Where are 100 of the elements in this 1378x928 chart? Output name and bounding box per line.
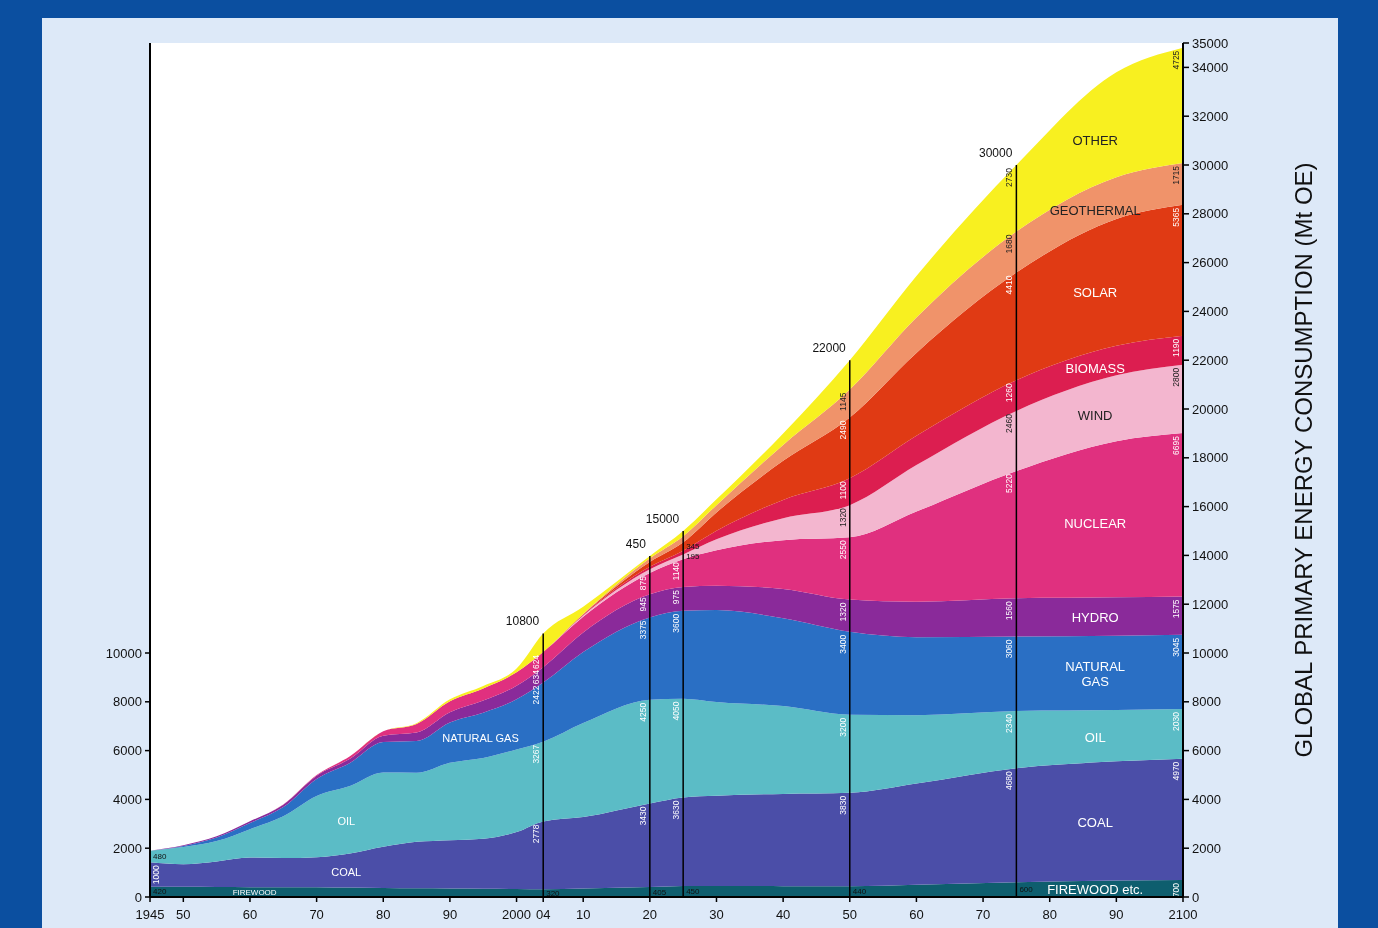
series-label: NUCLEAR [1064, 515, 1127, 531]
data-label: 3267 [531, 744, 542, 764]
y2-tick-label: 4000 [1192, 791, 1221, 807]
data-label: 405 [652, 887, 667, 897]
x-tick-label: 30 [709, 907, 724, 922]
data-label: 440 [852, 887, 867, 897]
data-label: 1140 [671, 561, 682, 581]
y-tick-label: 6000 [113, 743, 142, 759]
data-label: 700 [1171, 882, 1181, 898]
data-label: 875 [637, 575, 648, 591]
y-tick-label: 8000 [113, 694, 142, 710]
y2-tick-label: 34000 [1192, 59, 1229, 75]
data-label: 2030 [1171, 711, 1181, 732]
data-label: 1320 [837, 507, 848, 528]
data-label: 320 [546, 888, 561, 898]
y2-tick-label: 6000 [1192, 743, 1221, 759]
y2-tick-label: 32000 [1192, 108, 1229, 124]
series-label: FIREWOOD etc. [1047, 881, 1144, 897]
series-label: SOLAR [1073, 284, 1118, 300]
x-tick-label: 70 [309, 907, 324, 922]
y-tick-label: 4000 [113, 791, 142, 807]
annotation: 450 [625, 536, 647, 551]
data-label: 4410 [1004, 275, 1015, 295]
data-label: 2422 [531, 685, 542, 705]
data-label: 480 [153, 852, 167, 861]
series-label: OTHER [1072, 132, 1118, 148]
data-label: 5220 [1004, 473, 1015, 493]
x-tick-label: 40 [775, 907, 791, 922]
data-label: 1100 [837, 481, 848, 500]
data-label: 975 [671, 589, 682, 605]
data-label: 2340 [1004, 713, 1015, 733]
text: OIL [337, 815, 356, 828]
data-label: 2800 [1171, 367, 1181, 387]
series-label: WIND [1077, 407, 1113, 423]
data-label: 1320 [837, 602, 848, 622]
x-tick-label: 80 [1042, 907, 1057, 922]
data-label: 3200 [837, 717, 848, 737]
data-label: 420 [153, 887, 167, 897]
x-tick-label: 2000 [502, 907, 532, 922]
data-label: 4970 [1171, 761, 1181, 781]
data-label: 3830 [837, 795, 848, 815]
data-label: 3060 [1004, 639, 1015, 659]
annotation: 22000 [812, 341, 847, 356]
series-label: COAL [331, 865, 362, 878]
x-tick-label: 90 [442, 907, 458, 922]
data-label: 3630 [671, 800, 682, 820]
y-tick-label: 0 [134, 889, 142, 905]
y2-tick-label: 2000 [1192, 840, 1221, 856]
data-label: 1715 [1171, 165, 1181, 185]
data-label: 3400 [837, 634, 848, 654]
data-label: 1560 [1004, 601, 1015, 621]
x-tick-label: 60 [242, 907, 258, 922]
series-label: GEOTHERMAL [1049, 202, 1141, 217]
data-label: 6695 [1171, 435, 1181, 455]
data-label: 2550 [837, 540, 848, 560]
data-label: 5365 [1171, 207, 1181, 227]
data-label: 1575 [1171, 599, 1181, 619]
y2-tick-label: 16000 [1192, 499, 1229, 515]
y2-tick-label: 28000 [1192, 206, 1229, 222]
data-label: 624 [531, 654, 542, 670]
x-tick-label: 70 [975, 907, 991, 922]
data-label: 4050 [671, 701, 682, 721]
x-tick-label: 80 [376, 907, 391, 922]
text: NATURAL GAS [1065, 658, 1126, 689]
data-label: 1680 [1004, 234, 1015, 254]
y2-tick-label: 20000 [1192, 401, 1229, 417]
y2-tick-label: 30000 [1192, 157, 1229, 173]
y2-tick-label: 35000 [1192, 35, 1229, 51]
data-label: 1260 [1004, 382, 1015, 403]
y2-tick-label: 12000 [1192, 596, 1229, 612]
data-label: 4680 [1004, 770, 1015, 791]
data-label: 634 [531, 669, 542, 685]
y2-tick-label: 22000 [1192, 352, 1229, 368]
data-label: 345 [686, 542, 701, 552]
x-tick-label: 90 [1109, 907, 1124, 922]
data-label: 1145 [837, 392, 848, 411]
series-label: BIOMASS [1065, 360, 1126, 376]
data-label: 3045 [1171, 637, 1181, 657]
x-tick-label: 50 [842, 907, 858, 922]
annotation: 10800 [505, 614, 540, 629]
data-label: 2460 [1004, 413, 1015, 433]
x-tick-label: 50 [176, 907, 191, 922]
data-label: 3375 [637, 620, 648, 640]
data-label: 2490 [837, 420, 848, 440]
x-tick-label: 60 [909, 907, 924, 922]
data-label: 450 [686, 887, 701, 897]
x-tick-label: 2100 [1168, 907, 1198, 922]
y2-tick-label: 24000 [1192, 303, 1229, 319]
data-label: 945 [637, 597, 648, 612]
y2-tick-label: 26000 [1192, 255, 1229, 271]
annotation: FIREWOOD [232, 887, 277, 897]
series-label: NATURAL GAS [442, 732, 519, 745]
data-label: 600 [1019, 885, 1034, 895]
data-label: 3430 [637, 806, 648, 826]
data-label: 2730 [1004, 167, 1015, 187]
y2-axis-title: GLOBAL PRIMARY ENERGY CONSUMPTION (Mt OE) [1289, 162, 1317, 758]
y2-tick-label: 0 [1192, 889, 1200, 905]
data-label: 4250 [637, 702, 648, 722]
y2-tick-label: 10000 [1192, 645, 1229, 661]
y-tick-label: 10000 [105, 645, 142, 661]
